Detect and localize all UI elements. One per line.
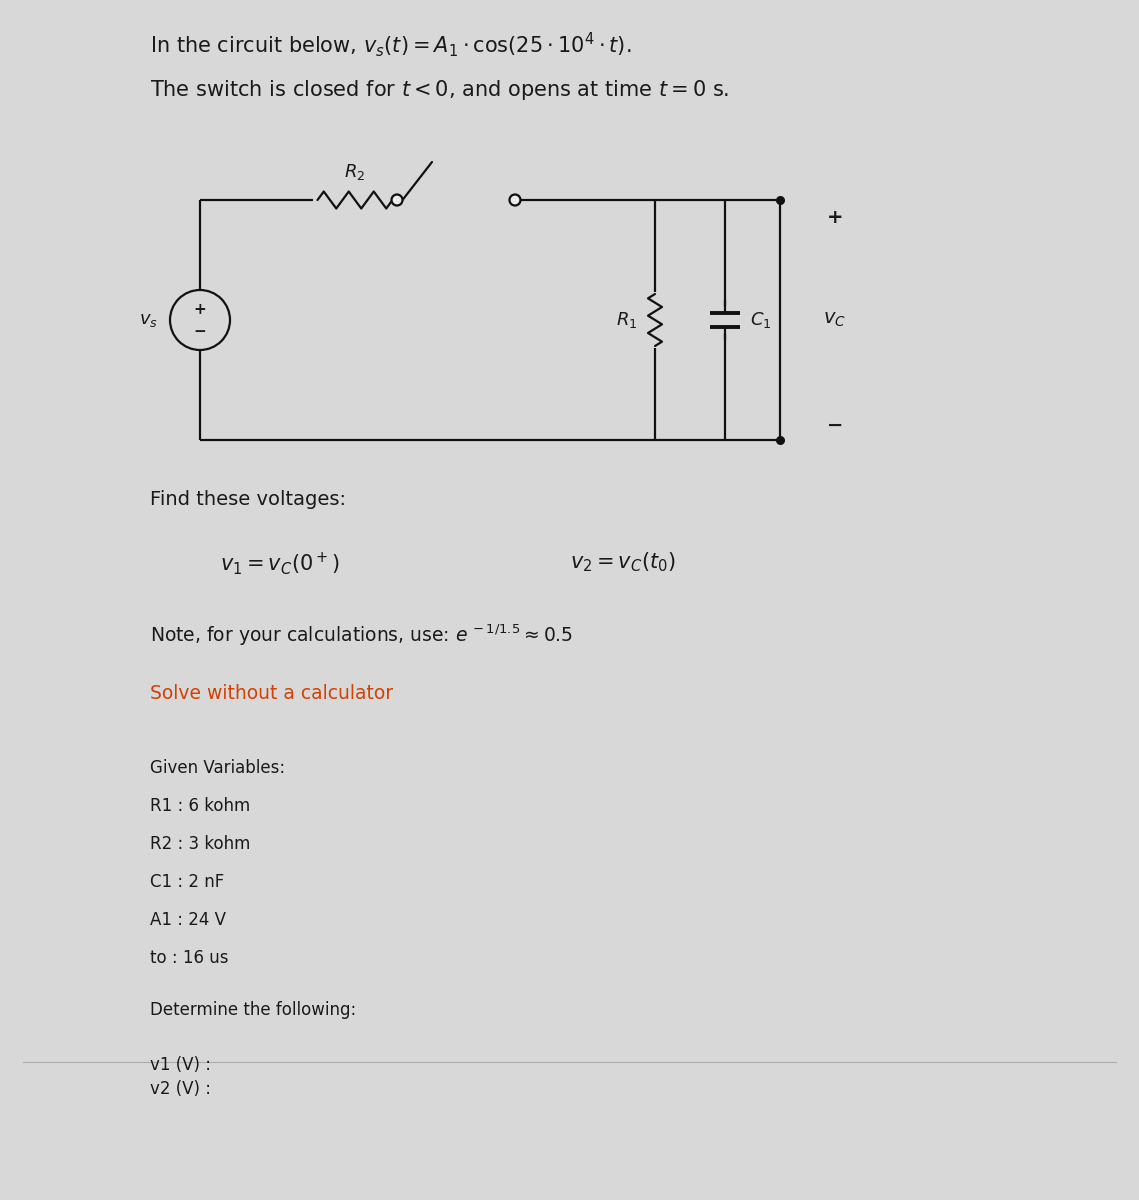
Text: $R_2$: $R_2$ [344,162,366,182]
Text: Solve without a calculator: Solve without a calculator [150,684,393,703]
Text: $v_s$: $v_s$ [139,311,158,329]
Text: Given Variables:: Given Variables: [150,758,285,778]
Text: Determine the following:: Determine the following: [150,1001,357,1019]
Text: $v_1 = v_C(0^+)$: $v_1 = v_C(0^+)$ [220,550,339,577]
Text: to : 16 us: to : 16 us [150,949,229,967]
Text: C1 : 2 nF: C1 : 2 nF [150,872,224,890]
Text: $v_C$: $v_C$ [823,311,846,330]
Text: The switch is closed for $t < 0$, and opens at time $t = 0$ s.: The switch is closed for $t < 0$, and op… [150,78,729,102]
Text: Find these voltages:: Find these voltages: [150,490,346,509]
Text: +: + [827,208,843,227]
Text: $v_2 = v_C(t_0)$: $v_2 = v_C(t_0)$ [570,550,675,574]
Text: R2 : 3 kohm: R2 : 3 kohm [150,835,251,853]
Text: −: − [194,324,206,340]
Text: +: + [194,302,206,318]
Text: −: − [827,416,843,434]
Text: v1 (V) :: v1 (V) : [150,1056,211,1074]
Text: Note, for your calculations, use: $e^{\,-1/1.5} \approx 0.5$: Note, for your calculations, use: $e^{\,… [150,622,573,648]
Text: v2 (V) :: v2 (V) : [150,1080,211,1098]
Circle shape [392,194,402,205]
Text: $C_1$: $C_1$ [749,310,771,330]
Text: In the circuit below, $v_s(t)  =  A_1 \cdot \cos(25 \cdot 10^4 \cdot t)$.: In the circuit below, $v_s(t) = A_1 \cdo… [150,30,631,59]
Text: A1 : 24 V: A1 : 24 V [150,911,226,929]
Circle shape [509,194,521,205]
Text: $R_1$: $R_1$ [615,310,637,330]
Text: R1 : 6 kohm: R1 : 6 kohm [150,797,251,815]
